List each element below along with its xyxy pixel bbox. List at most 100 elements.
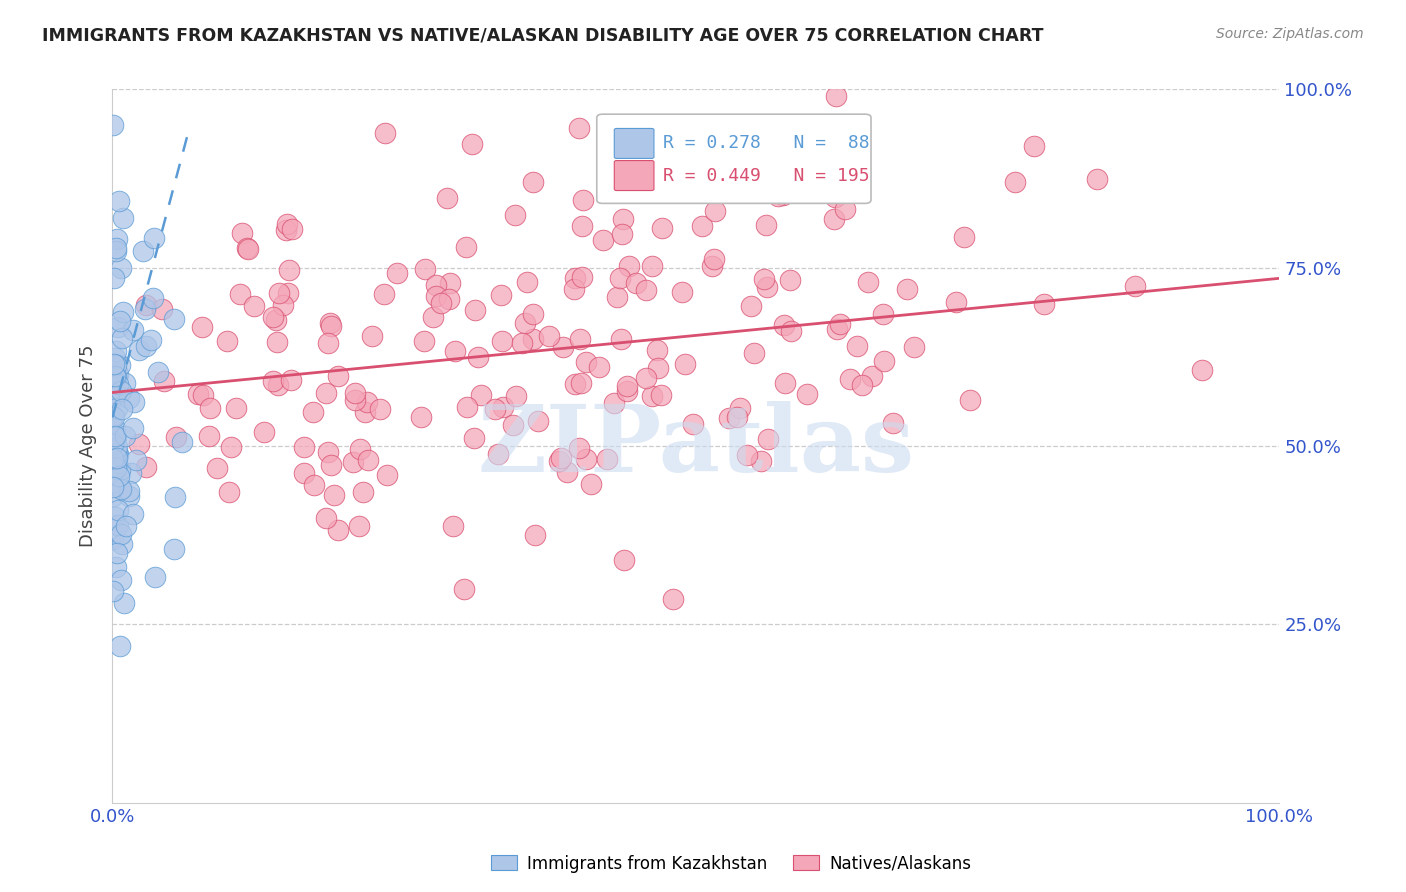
- Point: [107, 517, 129, 532]
- Point: [218, 484, 240, 499]
- Point: [527, 414, 550, 428]
- Point: [252, 425, 274, 440]
- Point: [150, 302, 173, 317]
- Point: [110, 358, 132, 372]
- Point: [122, 421, 145, 435]
- Point: [302, 478, 325, 492]
- Point: [592, 233, 614, 247]
- Point: [107, 503, 129, 517]
- Point: [571, 219, 593, 234]
- Point: [903, 340, 925, 354]
- Point: [825, 89, 848, 103]
- Point: [650, 388, 672, 402]
- Point: [318, 445, 340, 459]
- Point: [269, 286, 291, 301]
- Point: [135, 460, 157, 475]
- Point: [101, 532, 124, 546]
- Point: [510, 335, 533, 350]
- Point: [135, 338, 157, 352]
- Point: [671, 285, 693, 299]
- Point: [318, 335, 340, 350]
- Point: [430, 295, 453, 310]
- Point: [105, 446, 128, 460]
- Point: [128, 437, 150, 451]
- Point: [825, 321, 848, 335]
- Point: [349, 442, 371, 456]
- Point: [318, 316, 340, 330]
- Point: [328, 523, 350, 537]
- Point: [153, 374, 176, 388]
- Point: [118, 483, 141, 498]
- Point: [486, 447, 509, 461]
- Point: [165, 490, 187, 504]
- Point: [198, 401, 221, 415]
- Point: [104, 421, 127, 435]
- Point: [111, 331, 134, 345]
- Point: [460, 136, 482, 151]
- Point: [110, 639, 132, 653]
- Point: [730, 401, 752, 416]
- Point: [103, 357, 125, 371]
- Point: [502, 418, 524, 433]
- Point: [1191, 363, 1213, 377]
- Point: [522, 307, 544, 321]
- Point: [267, 377, 290, 392]
- Point: [101, 118, 124, 132]
- Point: [122, 395, 145, 409]
- Point: [165, 430, 187, 444]
- Point: [945, 295, 967, 310]
- Point: [425, 277, 447, 292]
- Point: [456, 400, 478, 414]
- Point: [114, 518, 136, 533]
- Point: [1087, 172, 1109, 186]
- Point: [221, 440, 243, 454]
- Point: [120, 466, 142, 480]
- Point: [236, 241, 259, 255]
- Point: [882, 416, 904, 430]
- Point: [107, 447, 129, 461]
- Point: [103, 435, 125, 450]
- Point: [436, 191, 458, 205]
- Point: [104, 429, 127, 443]
- Point: [108, 194, 131, 208]
- Point: [564, 377, 586, 392]
- Point: [347, 519, 370, 533]
- Point: [101, 409, 124, 423]
- Point: [547, 454, 569, 468]
- Point: [105, 546, 128, 560]
- Point: [110, 482, 132, 496]
- Point: [262, 374, 284, 388]
- Point: [111, 305, 134, 319]
- Point: [437, 293, 460, 307]
- Point: [342, 455, 364, 469]
- Point: [110, 527, 132, 541]
- Point: [122, 323, 145, 337]
- Point: [412, 334, 434, 348]
- Point: [225, 401, 247, 415]
- Point: [766, 189, 789, 203]
- Point: [163, 542, 186, 557]
- Point: [756, 432, 779, 446]
- Point: [571, 270, 593, 285]
- Point: [105, 440, 128, 454]
- Point: [323, 488, 346, 502]
- Point: [703, 204, 725, 219]
- Point: [780, 324, 803, 338]
- Point: [522, 332, 544, 346]
- Point: [454, 240, 477, 254]
- Point: [104, 368, 127, 383]
- Point: [845, 173, 868, 187]
- Point: [104, 510, 127, 524]
- Point: [636, 370, 658, 384]
- Point: [111, 537, 134, 551]
- Point: [690, 219, 713, 233]
- Legend: Immigrants from Kazakhstan, Natives/Alaskans: Immigrants from Kazakhstan, Natives/Alas…: [484, 848, 979, 880]
- Point: [104, 241, 127, 255]
- Point: [796, 386, 818, 401]
- Point: [105, 389, 128, 403]
- Point: [610, 332, 633, 346]
- Point: [292, 466, 315, 480]
- Point: [425, 289, 447, 303]
- Point: [617, 260, 640, 274]
- Point: [375, 468, 398, 483]
